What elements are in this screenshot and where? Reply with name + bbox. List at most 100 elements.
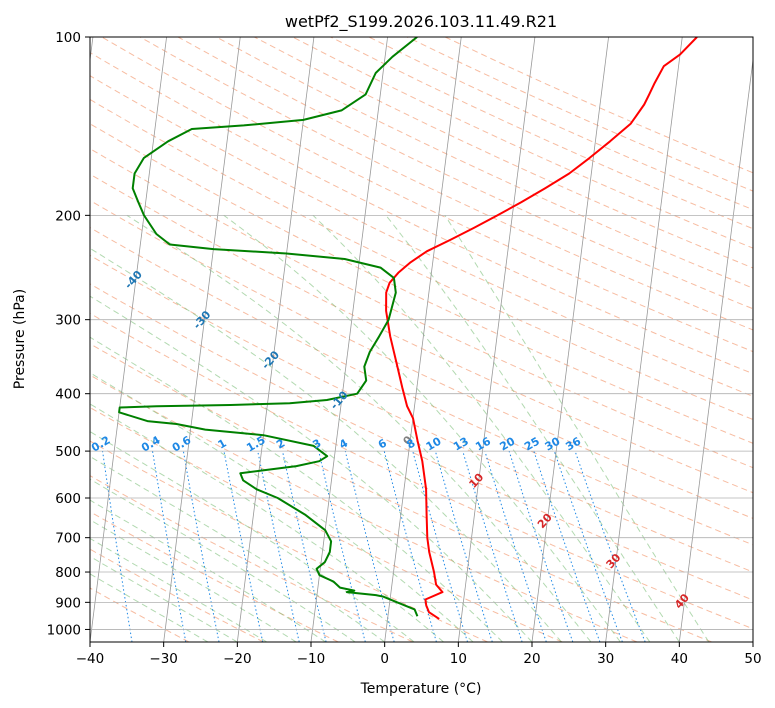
dry-adiabat-line [90, 75, 753, 397]
x-tick-label: 50 [744, 651, 761, 667]
mixing-ratio-line [508, 450, 574, 642]
moist-adiabat-line [223, 214, 621, 642]
dry-adiabat-line [216, 37, 753, 289]
mixing-ratio-label: 3 [310, 437, 323, 452]
dry-adiabat-line [90, 98, 753, 421]
moist-adiabat-line [90, 555, 238, 642]
x-tick-label: 10 [450, 651, 467, 667]
x-tick-label: 0 [380, 651, 389, 667]
y-axis-label: Pressure (hPa) [12, 289, 28, 389]
x-tick-label: −20 [223, 651, 252, 667]
isotherm-label: -40 [122, 268, 145, 292]
isotherm-label: -60 [0, 187, 8, 211]
chart-title: wetPf2_S199.2026.103.11.49.R21 [285, 12, 557, 32]
isotherm-line [90, 37, 167, 642]
dry-adiabat-line [90, 343, 712, 642]
dry-adiabat-line [254, 37, 753, 269]
dry-adiabat-line [90, 406, 563, 642]
dry-adiabat-line [177, 37, 753, 310]
y-tick-label: 900 [55, 595, 81, 611]
mixing-ratio-label: 4 [337, 436, 350, 451]
x-tick-label: 20 [523, 651, 540, 667]
dry-adiabat-line [90, 148, 753, 469]
isotherm-line [531, 37, 609, 642]
dry-adiabat-line [90, 123, 753, 444]
dry-adiabat-line [330, 37, 753, 230]
mixing-ratio-label: 16 [473, 434, 493, 453]
isotherm-line [384, 37, 462, 642]
moist-adiabat-line [90, 372, 474, 642]
mixing-ratio-label: 36 [563, 434, 583, 453]
moist-adiabats [90, 214, 710, 642]
dewpoint-profile-line [118, 37, 419, 617]
moist-adiabat-line [312, 214, 651, 642]
mixing-ratio-line [574, 450, 646, 642]
mixing-ratio-line [223, 451, 264, 642]
moist-adiabat-line [90, 499, 326, 642]
isotherm-line [678, 56, 753, 642]
isobars [90, 37, 753, 630]
dry-adiabat-line [90, 548, 264, 642]
moist-adiabat-line [90, 295, 533, 642]
y-tick-label: 100 [55, 30, 81, 46]
moist-adiabat-line [90, 519, 297, 642]
y-axis: 1000 900 800 700 600 500 400 300 200 100 [47, 30, 90, 638]
dry-adiabat-line [90, 173, 753, 494]
moist-adiabat-line [90, 455, 385, 642]
mixing-ratio-line [462, 450, 523, 642]
mixing-ratio-label: 13 [451, 435, 471, 454]
x-tick-label: −40 [76, 651, 105, 667]
isotherm-line [752, 638, 753, 642]
plot-area: -100-90-80-70-60-50-40-30-20-10010203040… [0, 37, 753, 642]
mixing-ratio-line [412, 450, 468, 642]
dry-adiabat-line [90, 226, 753, 546]
moist-adiabat-line [90, 430, 415, 642]
mixing-ratio-label: 20 [497, 434, 517, 453]
moist-adiabat-line [90, 247, 562, 642]
mixing-ratio-line [344, 450, 395, 642]
mixing-ratio-line [102, 451, 133, 642]
mixing-ratio-line [553, 450, 623, 642]
x-tick-label: −30 [149, 651, 178, 667]
isotherm-label: -50 [53, 228, 76, 252]
dry-adiabat-line [101, 37, 753, 353]
mixing-ratio-line [182, 451, 220, 642]
dry-adiabat-line [90, 440, 488, 642]
x-tick-label: −10 [297, 651, 326, 667]
moist-adiabat-line [90, 537, 268, 642]
mixing-ratio-line [282, 450, 327, 642]
mixing-ratio-line [257, 450, 300, 642]
isotherm-label: 40 [672, 591, 692, 611]
mixing-ratio-label: 6 [376, 436, 389, 451]
dry-adiabat-line [444, 37, 753, 174]
mixing-ratio-label: 2 [274, 437, 287, 452]
isotherm-line [310, 37, 388, 642]
mixing-ratio-line [434, 450, 493, 642]
isotherm-line [605, 37, 683, 642]
x-tick-label: 40 [671, 651, 688, 667]
isotherm-line [457, 37, 536, 642]
moist-adiabat-line [90, 336, 503, 642]
dry-adiabat-line [90, 374, 638, 642]
mixing-ratio-line [383, 450, 437, 642]
isotherm-label: -10 [328, 388, 351, 412]
y-tick-label: 600 [55, 491, 81, 507]
y-tick-label: 1000 [47, 622, 81, 638]
x-axis: −40 −30 −20 −10 0 10 20 30 40 50 [76, 642, 762, 667]
y-tick-label: 400 [55, 387, 81, 403]
dry-adiabat-line [90, 254, 753, 573]
dry-adiabat-line [90, 511, 339, 642]
x-tick-label: 30 [597, 651, 614, 667]
moist-adiabat-line [385, 214, 680, 642]
mixing-ratio-label: 25 [522, 435, 542, 454]
sounding-profiles [118, 37, 698, 620]
mixing-ratio-line [533, 450, 601, 642]
isotherm-label: 20 [535, 511, 555, 531]
dry-adiabat-line [406, 37, 753, 192]
mixing-ratio-label: 1 [216, 437, 229, 452]
y-tick-label: 500 [55, 444, 81, 460]
temperature-profile-line [385, 37, 698, 620]
plot-frame [89, 36, 754, 643]
